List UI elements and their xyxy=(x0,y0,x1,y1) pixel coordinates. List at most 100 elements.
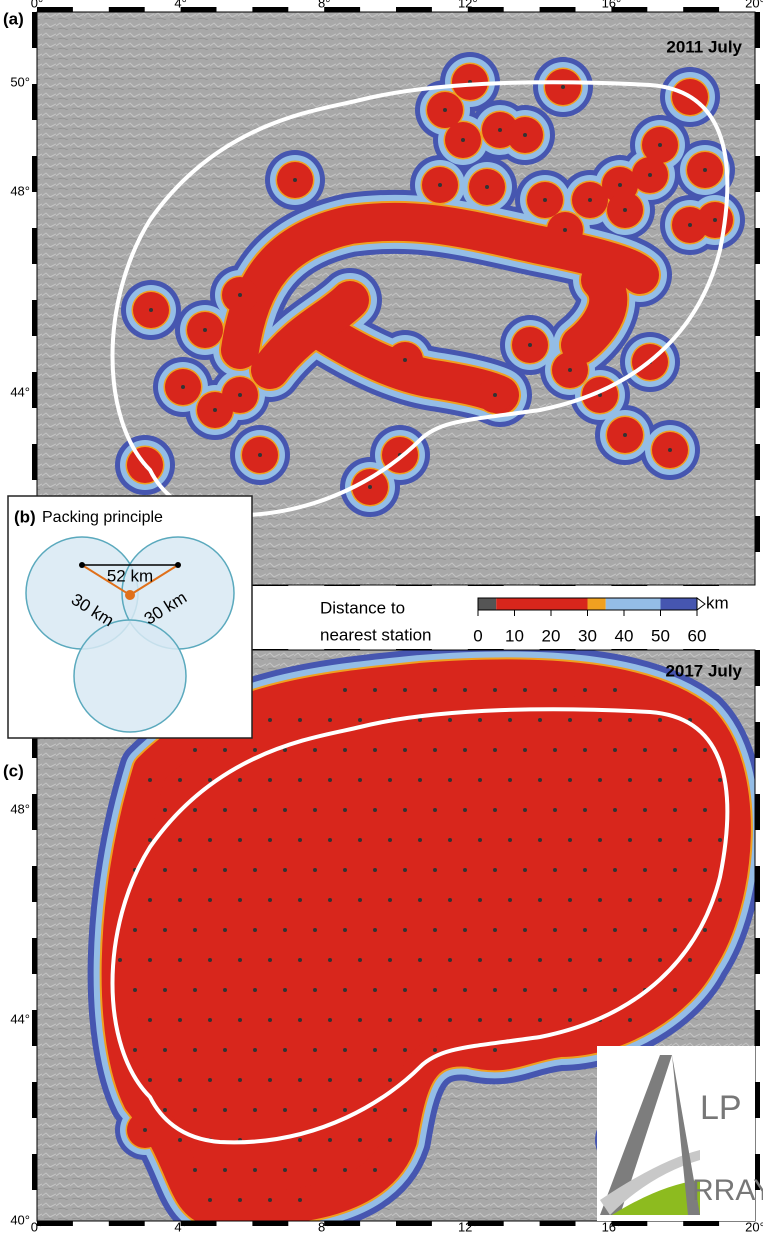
station xyxy=(463,988,467,992)
frame-tick xyxy=(32,444,37,480)
station xyxy=(388,838,392,842)
station xyxy=(523,748,527,752)
colorbar-tick-label: 50 xyxy=(651,626,670,645)
station xyxy=(703,868,707,872)
station xyxy=(433,1048,437,1052)
station xyxy=(313,928,317,932)
station xyxy=(133,988,137,992)
frame-tick xyxy=(755,444,760,480)
station xyxy=(613,868,617,872)
station xyxy=(298,1138,302,1142)
station xyxy=(283,928,287,932)
station xyxy=(658,898,662,902)
station xyxy=(343,688,347,692)
lon-label: 12° xyxy=(458,0,478,10)
station xyxy=(148,958,152,962)
station xyxy=(613,688,617,692)
station xyxy=(358,778,362,782)
station xyxy=(448,958,452,962)
panel-title: 2011 July xyxy=(666,37,742,56)
station xyxy=(628,1018,632,1022)
station xyxy=(493,988,497,992)
frame-tick xyxy=(324,7,361,12)
station xyxy=(313,988,317,992)
station xyxy=(193,1108,197,1112)
station xyxy=(178,1018,182,1022)
station xyxy=(178,958,182,962)
station xyxy=(388,1138,392,1142)
station xyxy=(568,958,572,962)
station xyxy=(588,198,592,202)
station xyxy=(668,448,672,452)
station xyxy=(343,748,347,752)
station xyxy=(133,1048,137,1052)
station xyxy=(418,838,422,842)
station xyxy=(508,718,512,722)
station xyxy=(523,868,527,872)
station xyxy=(213,408,217,412)
station xyxy=(688,898,692,902)
station xyxy=(298,1198,302,1202)
station xyxy=(208,838,212,842)
station xyxy=(223,868,227,872)
station xyxy=(268,1078,272,1082)
station xyxy=(403,358,407,362)
station xyxy=(283,868,287,872)
station xyxy=(718,778,722,782)
station xyxy=(523,928,527,932)
logo-text: LP xyxy=(700,1089,742,1127)
colorbar-tick-label: 30 xyxy=(578,626,597,645)
station xyxy=(193,988,197,992)
station xyxy=(283,1048,287,1052)
colorbar-segment xyxy=(587,598,606,610)
frame-tick xyxy=(32,228,37,264)
station xyxy=(673,808,677,812)
station xyxy=(268,718,272,722)
frame-tick xyxy=(396,7,432,12)
station xyxy=(358,718,362,722)
station xyxy=(313,868,317,872)
station xyxy=(163,928,167,932)
distance-label: 52 km xyxy=(107,566,153,585)
station xyxy=(688,838,692,842)
station xyxy=(343,928,347,932)
station xyxy=(388,1018,392,1022)
station xyxy=(493,748,497,752)
frame-tick xyxy=(755,722,760,758)
lon-label: 16° xyxy=(602,0,622,10)
station xyxy=(538,838,542,842)
lon-label: 4° xyxy=(174,0,186,10)
station xyxy=(433,748,437,752)
station xyxy=(343,988,347,992)
frame-tick xyxy=(755,938,760,974)
colorbar-segment xyxy=(496,598,588,610)
station xyxy=(568,778,572,782)
station xyxy=(628,718,632,722)
station xyxy=(498,128,502,132)
station xyxy=(328,1018,332,1022)
station xyxy=(493,928,497,932)
lat-label: 44° xyxy=(10,384,30,399)
station xyxy=(448,898,452,902)
colorbar-segment xyxy=(660,598,697,610)
station xyxy=(178,1078,182,1082)
station xyxy=(658,838,662,842)
frame-tick xyxy=(683,1221,720,1226)
station xyxy=(223,748,227,752)
station xyxy=(148,898,152,902)
station xyxy=(358,1018,362,1022)
station xyxy=(328,838,332,842)
station xyxy=(448,718,452,722)
station xyxy=(673,928,677,932)
frame-tick xyxy=(32,84,37,120)
station xyxy=(358,838,362,842)
station xyxy=(118,958,122,962)
station xyxy=(358,898,362,902)
station xyxy=(643,748,647,752)
lon-label: 0° xyxy=(31,1219,43,1234)
station xyxy=(148,838,152,842)
station xyxy=(643,868,647,872)
lat-label: 48° xyxy=(10,183,30,198)
station xyxy=(373,808,377,812)
station xyxy=(223,1168,227,1172)
